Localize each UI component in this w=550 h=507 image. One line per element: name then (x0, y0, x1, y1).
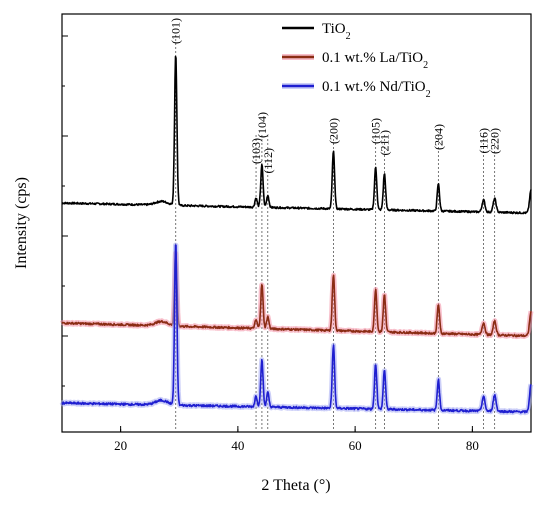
peak-label: (116) (477, 128, 491, 154)
peak-label: (103) (249, 138, 263, 164)
series-line (61, 55, 532, 215)
legend-label: 0.1 wt.% La/TiO2 (322, 50, 428, 71)
peak-label: (112) (261, 148, 275, 174)
x-tick-label: 40 (231, 438, 244, 453)
y-axis-title: Intensity (cps) (13, 177, 30, 269)
peak-label: (104) (255, 112, 269, 138)
peak-label: (105) (369, 118, 383, 144)
peak-labels: (101) (103)(104) (112) (200) (105)(211) (204)… (169, 18, 502, 174)
x-tick-label: 20 (114, 438, 127, 453)
traces (59, 55, 534, 416)
legend-label: 0.1 wt.% Nd/TiO2 (322, 79, 431, 100)
legend-label: TiO2 (322, 21, 351, 42)
legend: TiO2 0.1 wt.% La/TiO2 0.1 wt.% Nd/TiO2 (282, 21, 431, 100)
peak-label: (200) (326, 118, 340, 144)
x-tick-label: 80 (466, 438, 479, 453)
peak-label: (220) (488, 128, 502, 154)
peak-label: (204) (431, 124, 445, 150)
peak-label: (211) (377, 130, 391, 156)
x-axis-title: 2 Theta (°) (261, 477, 330, 494)
plot-area (61, 13, 532, 433)
series-line (61, 244, 532, 414)
plot-frame (61, 13, 532, 433)
x-tick-label: 60 (349, 438, 362, 453)
peak-label: (101) (169, 18, 183, 44)
series-line (61, 252, 532, 338)
axes: 20 40 60 80 (62, 35, 479, 453)
